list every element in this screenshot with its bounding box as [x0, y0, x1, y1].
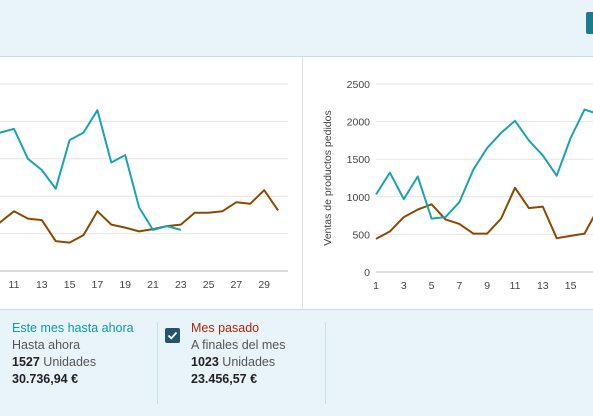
stat-title: Mes pasado [191, 321, 260, 335]
summary-panel: Este mes hasta ahora Hasta ahora 1527 Un… [0, 309, 593, 416]
divider [325, 322, 326, 404]
stat-title: Este mes hasta ahora [12, 321, 134, 335]
top-bar [0, 0, 593, 57]
check-icon [167, 331, 178, 340]
x-tick-label: 9 [484, 280, 490, 292]
series-line-previous [0, 189, 279, 244]
x-tick-label: 21 [147, 279, 159, 291]
y-tick-label: 500 [352, 229, 370, 241]
x-tick-label: 7 [456, 280, 462, 292]
chart-right-panel: 0 500 1000 1500 2000 2500 1 3 5 7 9 11 13 15 Ventas de… [304, 57, 593, 309]
chart-left: 11 13 15 17 19 21 23 25 27 29 [0, 83, 288, 291]
x-tick-label: 27 [231, 279, 243, 291]
x-tick-label: 23 [175, 279, 187, 291]
x-tick-label: 15 [64, 279, 76, 291]
stat-amount: 23.456,57 € [191, 372, 258, 386]
y-tick-label: 2000 [347, 117, 371, 129]
chart-left-panel: 11 13 15 17 19 21 23 25 27 29 [0, 57, 303, 309]
x-tick-label: 15 [565, 280, 577, 292]
x-tick-label: 11 [9, 279, 20, 291]
stat-units: 1527 Unidades [12, 354, 134, 371]
stat-subtitle: Hasta ahora [12, 338, 81, 352]
x-tick-label: 17 [92, 279, 104, 291]
x-tick-label: 1 [373, 280, 379, 292]
y-tick-label: 0 [364, 267, 370, 279]
x-tick-label: 29 [258, 279, 270, 291]
x-tick-label: 13 [537, 280, 549, 292]
x-tick-label: 11 [510, 280, 521, 292]
action-button[interactable] [586, 12, 593, 34]
previous-month-checkbox[interactable] [165, 328, 180, 343]
stat-amount: 30.736,94 € [12, 372, 79, 386]
units-value: 1527 [12, 355, 40, 369]
stat-previous-month[interactable]: Mes pasado A finales del mes 1023 Unidad… [191, 320, 286, 388]
x-tick-label: 13 [36, 279, 48, 291]
series-line-previous [375, 186, 593, 240]
units-label: Unidades [222, 355, 276, 369]
x-tick-label: 19 [119, 279, 131, 291]
y-tick-label: 1500 [347, 154, 371, 166]
units-label: Unidades [43, 355, 97, 369]
y-axis-label: Ventas de productos pedidos [322, 110, 334, 245]
y-tick-label: 2500 [347, 79, 371, 91]
stat-subtitle: A finales del mes [191, 338, 286, 352]
x-tick-label: 3 [401, 280, 407, 292]
stat-units: 1023 Unidades [191, 354, 286, 371]
y-tick-label: 1000 [347, 192, 371, 204]
units-value: 1023 [191, 355, 219, 369]
x-tick-label: 25 [203, 279, 215, 291]
x-tick-label: 5 [429, 280, 435, 292]
series-line-current [0, 109, 182, 231]
series-line-current [375, 108, 593, 220]
stat-current-month[interactable]: Este mes hasta ahora Hasta ahora 1527 Un… [12, 320, 134, 388]
divider [157, 322, 158, 404]
